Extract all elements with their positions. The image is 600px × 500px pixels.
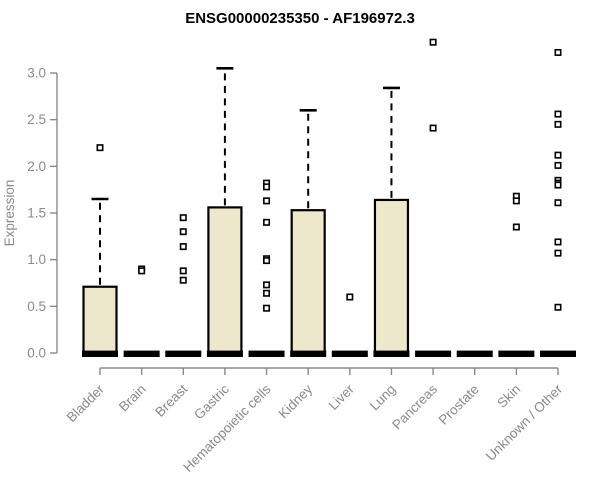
median-line-lung	[373, 350, 410, 357]
x-tick-label-skin: Skin	[494, 382, 523, 411]
outlier-point-breast	[179, 243, 187, 251]
box-gastric	[207, 206, 243, 357]
chart-title: ENSG00000235350 - AF196972.3	[185, 10, 415, 27]
outlier-point-skin	[512, 223, 520, 231]
y-tick-label: 1.5	[27, 206, 46, 221]
outlier-point-bladder	[96, 144, 104, 152]
median-line-pancreas	[415, 350, 452, 357]
outlier-point-unknown-other	[554, 199, 562, 207]
outlier-point-unknown-other	[554, 238, 562, 246]
y-tick-label: 2.0	[27, 159, 46, 174]
outlier-point-breast	[179, 267, 187, 275]
median-line-bladder	[82, 350, 118, 357]
outlier-point-unknown-other	[554, 161, 562, 169]
median-line-unknown-other	[540, 350, 576, 357]
outlier-point-unknown-other	[554, 249, 562, 257]
median-line-brain	[123, 350, 160, 357]
outlier-point-breast	[179, 276, 187, 284]
median-line-hematopoietic-cells	[248, 350, 285, 357]
outlier-point-unknown-other	[554, 110, 562, 118]
outlier-point-hematopoietic-cells	[263, 304, 271, 312]
outlier-point-pancreas	[429, 124, 437, 132]
outlier-point-hematopoietic-cells	[263, 197, 271, 205]
x-tick-label-unknown-other: Unknown / Other	[483, 381, 566, 464]
x-tick-label-pancreas: Pancreas	[389, 381, 440, 432]
outlier-point-hematopoietic-cells	[263, 281, 271, 289]
median-line-prostate	[456, 350, 493, 357]
y-tick-label: 0.5	[27, 299, 46, 314]
median-line-breast	[165, 350, 202, 357]
median-line-skin	[498, 350, 535, 357]
outlier-point-skin	[512, 197, 520, 205]
outlier-point-liver	[346, 293, 354, 301]
outlier-point-unknown-other	[554, 303, 562, 311]
y-tick-label: 1.0	[27, 252, 46, 267]
outlier-point-unknown-other	[554, 48, 562, 56]
outlier-point-hematopoietic-cells	[263, 183, 271, 191]
y-axis-title: Expression	[2, 180, 17, 247]
x-tick-label-breast: Breast	[152, 381, 190, 419]
y-tick-label: 2.5	[27, 112, 46, 127]
outlier-point-pancreas	[429, 38, 437, 46]
y-tick-label: 0.0	[27, 346, 46, 361]
median-line-liver	[331, 350, 368, 357]
outlier-point-breast	[179, 228, 187, 236]
outlier-point-unknown-other	[554, 151, 562, 159]
outlier-point-hematopoietic-cells	[263, 218, 271, 226]
outlier-point-hematopoietic-cells	[263, 257, 271, 265]
x-tick-label-lung: Lung	[367, 382, 399, 414]
box-kidney	[290, 209, 326, 357]
x-tick-label-bladder: Bladder	[64, 381, 108, 425]
x-tick-label-brain: Brain	[116, 382, 149, 415]
outlier-point-breast	[179, 214, 187, 222]
outlier-point-unknown-other	[554, 181, 562, 189]
x-tick-label-prostate: Prostate	[436, 382, 482, 428]
y-tick-label: 3.0	[27, 66, 46, 81]
x-tick-label-gastric: Gastric	[191, 381, 232, 422]
x-tick-label-liver: Liver	[326, 381, 358, 413]
box-lung	[373, 198, 410, 357]
median-line-gastric	[206, 350, 243, 357]
outlier-point-brain	[138, 267, 146, 275]
plot-area: 0.0 0.5 1.0 1.5 2.0 2.5 3.0 Bladder Brain Breast G…	[27, 38, 576, 475]
box-bladder	[82, 285, 118, 357]
x-tick-label-kidney: Kidney	[276, 381, 316, 421]
outlier-point-unknown-other	[554, 120, 562, 128]
median-line-kidney	[290, 350, 327, 357]
outlier-point-hematopoietic-cells	[263, 289, 271, 297]
